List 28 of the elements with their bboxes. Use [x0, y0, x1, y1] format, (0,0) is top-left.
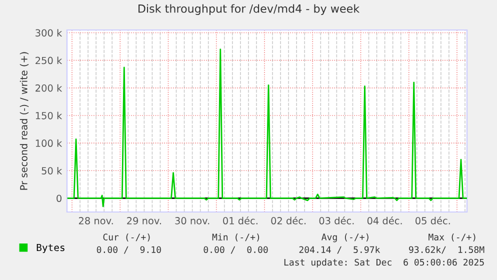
x-tick-label: 29 nov. [127, 217, 161, 224]
y-tick-label: 100 k [36, 139, 62, 147]
text: 93.62k/ 1.58M [409, 246, 484, 254]
x-tick-label: 05 déc. [416, 216, 450, 224]
text: Last update: Sat Dec 6 05:00:06 2025 [284, 258, 484, 268]
x-tick-label: 01 déc. [223, 216, 258, 224]
chart-title: Disk throughput for /dev/md4 - by week [138, 4, 360, 15]
text: Max (-/+) [428, 233, 476, 242]
text: Avg (-/+) [322, 233, 368, 242]
x-tick-label: 02 déc. [271, 216, 306, 224]
legend-label: Bytes [36, 244, 64, 254]
x-tick-label: 04 déc. [367, 216, 402, 224]
text: Min (-/+) [212, 233, 260, 242]
text: Cur (-/+) [103, 233, 150, 242]
y-tick-label: 300 k [36, 29, 62, 37]
x-tick-label: 28 nov. [78, 217, 113, 224]
text: 0.00 / 0.00 [204, 246, 268, 254]
y-tick-label: 150 k [36, 112, 62, 120]
text: 204.14 / 5.97k [299, 246, 380, 254]
line-series [67, 48, 467, 208]
x-tick-label: 03 déc. [319, 216, 354, 224]
y-tick-label: 200 k [36, 84, 62, 92]
y-axis-title: Pr second read (-) / write (+) [20, 52, 29, 190]
x-tick-label: 30 nov. [175, 217, 210, 224]
y-tick-label: 0 [56, 194, 62, 202]
text: 0.00 / 9.10 [96, 246, 161, 254]
y-tick-label: 50 k [42, 166, 62, 174]
y-tick-label: 250 k [36, 56, 62, 64]
